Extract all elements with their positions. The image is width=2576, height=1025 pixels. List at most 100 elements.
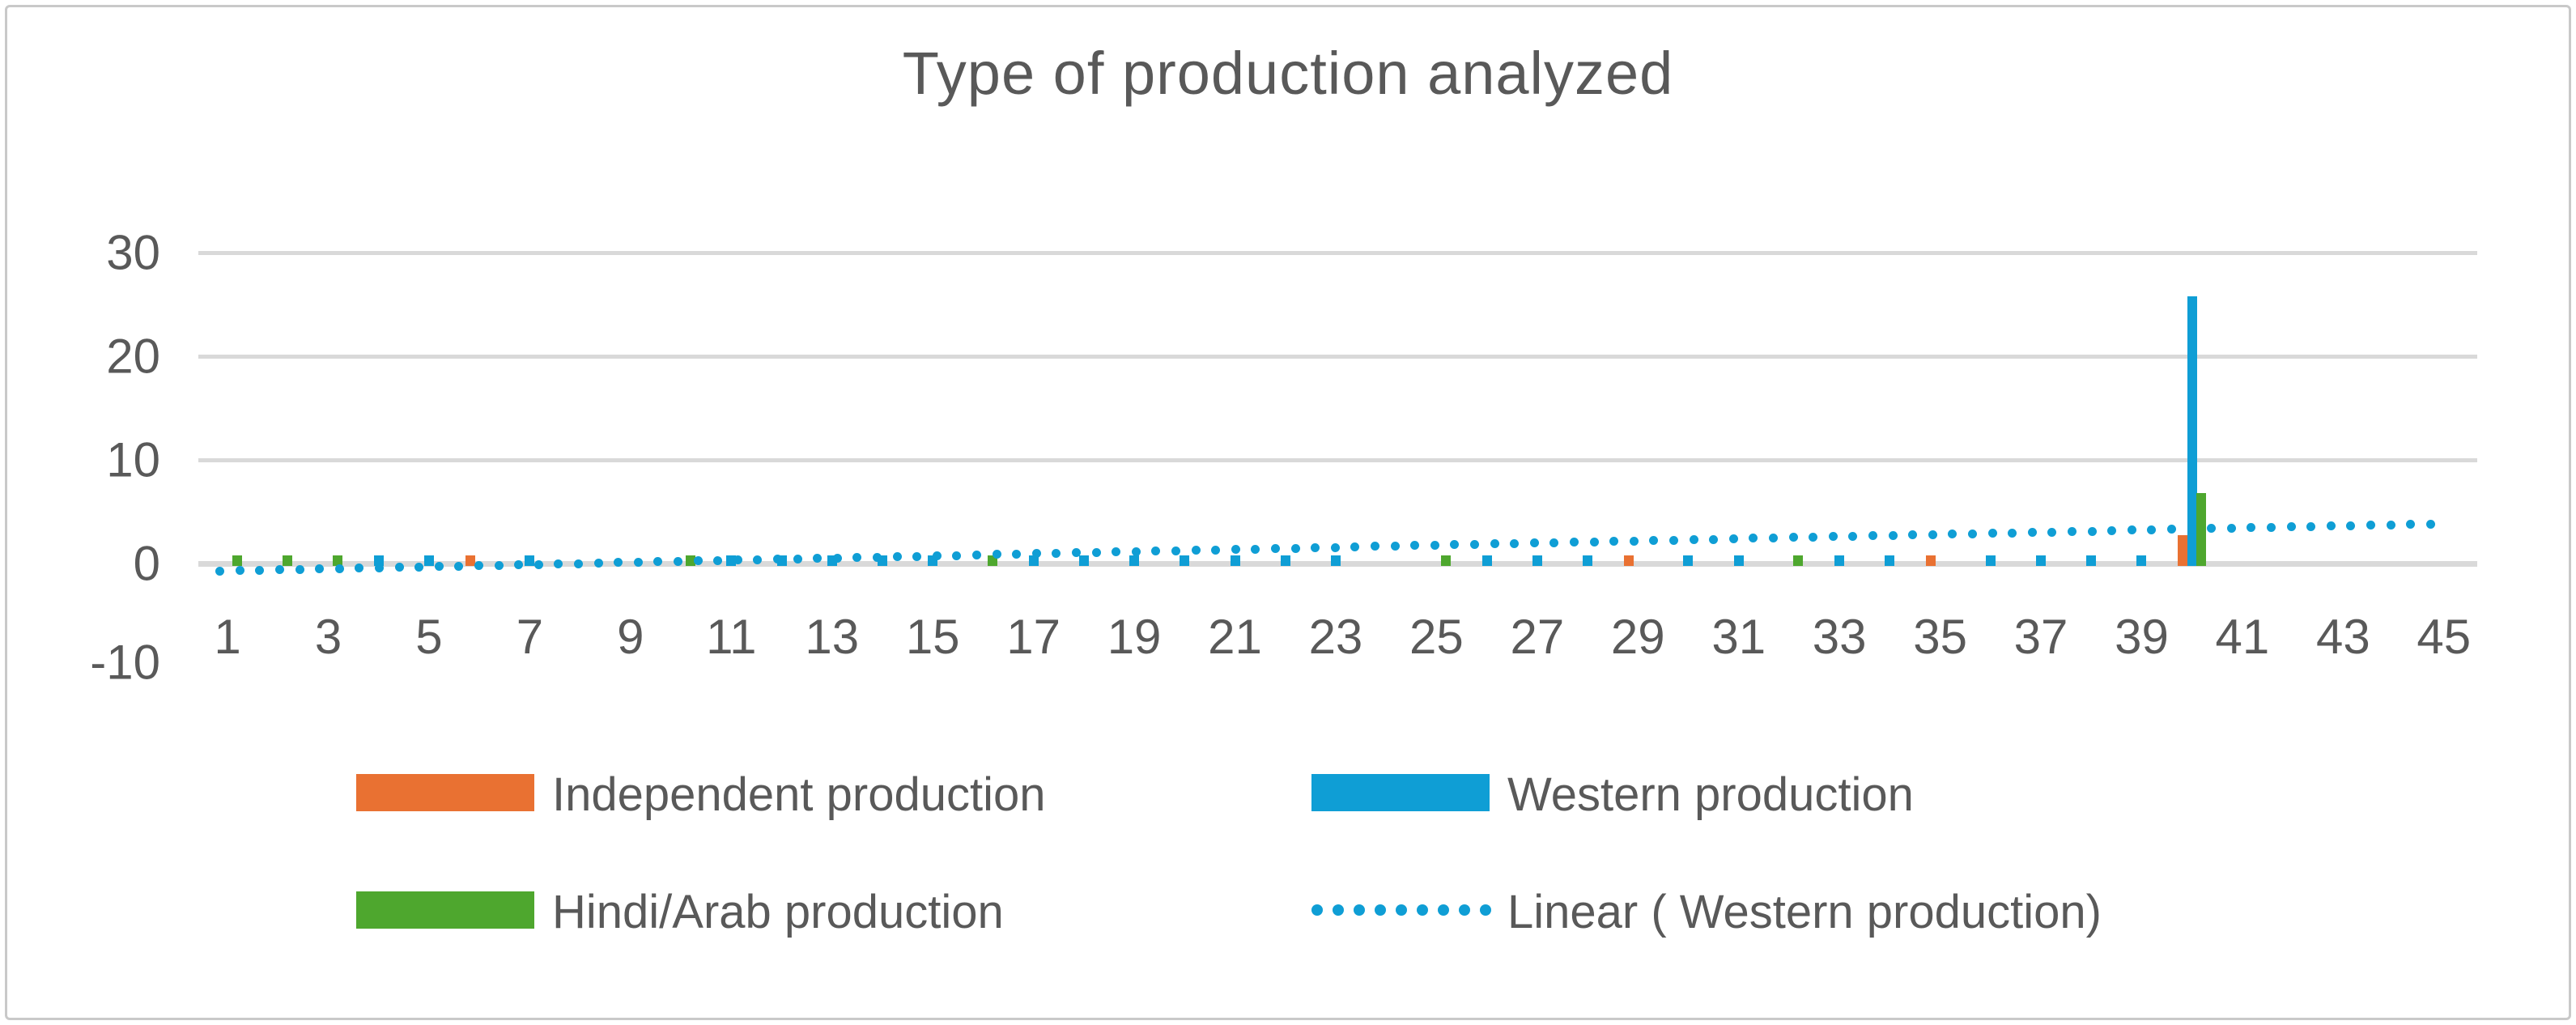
x-tick-label: 7: [516, 610, 544, 664]
bar-hindi-arab-production: [2196, 493, 2207, 566]
x-tick-label: 15: [905, 610, 960, 664]
x-tick-label: 33: [1812, 610, 1867, 664]
x-tick-label: 3: [314, 610, 342, 664]
trendline-dot: [1908, 530, 1918, 540]
bar-hindi-arab-production: [232, 555, 242, 566]
trendline-dot: [1052, 548, 1061, 558]
trendline-dot: [2107, 525, 2117, 535]
trendline-dot: [793, 554, 802, 564]
trendline-dot: [1928, 530, 1937, 539]
legend-label-independent-production: Independent production: [552, 768, 1046, 821]
trendline-dot: [2286, 522, 2296, 532]
gridline: [198, 251, 2477, 255]
trendline-dot: [633, 557, 643, 567]
trendline-dot: [992, 550, 1001, 559]
trendline-dot: [912, 551, 922, 561]
trendline-dot: [1749, 534, 1758, 543]
trendline-dot: [2068, 527, 2077, 537]
trendline-dot: [2386, 520, 2395, 530]
trendline-dot: [1510, 538, 1520, 548]
trendline-dot: [554, 559, 563, 569]
trendline-dot: [1251, 544, 1260, 554]
trendline-dot: [2008, 528, 2017, 538]
trendline-dot: [674, 556, 683, 566]
bar-western-production: [2136, 555, 2147, 566]
legend-trendline-dot: [1438, 904, 1449, 916]
x-tick-label: 37: [2013, 610, 2068, 664]
y-tick-label: -10: [90, 635, 160, 690]
bar-western-production: [1583, 555, 1593, 566]
trendline-dot: [1350, 542, 1360, 551]
trendline-dot: [832, 553, 842, 563]
trendline-dot: [1311, 543, 1320, 553]
trendline-dot: [1529, 538, 1539, 548]
bar-western-production: [1683, 555, 1694, 566]
trendline-dot: [2127, 525, 2136, 535]
trendline-dot: [2346, 521, 2356, 530]
x-tick-label: 29: [1610, 610, 1665, 664]
bar-western-production: [1028, 555, 1039, 566]
bar-western-production: [1129, 555, 1140, 566]
trendline-dot: [275, 565, 285, 575]
trendline-dot: [1828, 532, 1838, 542]
trendline-dot: [1549, 538, 1559, 547]
trendline-dot: [1848, 531, 1858, 541]
bar-independent-production: [1623, 555, 1634, 566]
bar-hindi-arab-production: [685, 555, 695, 566]
trendline-dot: [1809, 532, 1818, 542]
trendline-dot: [1868, 531, 1878, 541]
gridline: [198, 458, 2477, 462]
trendline-dot: [593, 558, 603, 568]
trendline-dot: [215, 566, 225, 576]
legend-trendline-dot: [1459, 904, 1470, 916]
trendline-dot: [1191, 546, 1201, 555]
trendline-dot: [873, 552, 882, 562]
legend-swatch-independent-production: [356, 774, 534, 811]
bar-western-production: [2086, 555, 2097, 566]
trendline-dot: [1888, 530, 1898, 540]
gridline: [198, 355, 2477, 359]
trendline-dot: [1410, 541, 1420, 551]
trendline-dot: [1788, 533, 1798, 542]
y-tick-label: 0: [133, 536, 160, 591]
trendline-dot: [2306, 521, 2316, 531]
y-tick-label: 10: [106, 432, 160, 487]
trendline-dot: [235, 566, 244, 576]
bar-western-production: [1834, 555, 1845, 566]
trendline-dot: [1968, 529, 1978, 538]
trendline-dot: [1609, 537, 1619, 547]
trendline-dot: [334, 564, 344, 573]
trendline-dot: [1271, 544, 1281, 554]
legend-trendline-dot: [1396, 904, 1407, 916]
bar-independent-production: [1926, 555, 1936, 566]
trendline-dot: [1290, 543, 1300, 553]
y-tick-label: 20: [106, 329, 160, 384]
bar-western-production: [1733, 555, 1744, 566]
x-tick-label: 1: [214, 610, 241, 664]
trendline-dot: [2167, 525, 2177, 534]
chart-title: Type of production analyzed: [902, 40, 1674, 107]
trendline-dot: [1450, 540, 1460, 550]
trendline-dot: [2047, 527, 2057, 537]
trendline-dot: [1987, 529, 1997, 538]
bar-western-production: [1078, 555, 1089, 566]
trendline-dot: [813, 554, 823, 564]
trendline-dot: [394, 563, 404, 572]
bar-western-production: [1230, 555, 1240, 566]
x-tick-label: 9: [617, 610, 644, 664]
trendline-dot: [1171, 546, 1181, 555]
trendline-dot: [713, 555, 723, 565]
x-tick-label: 41: [2215, 610, 2270, 664]
trendline-dot: [1371, 542, 1380, 551]
legend-trendline-dot: [1417, 904, 1428, 916]
trendline-dot: [2366, 521, 2376, 530]
chart-frame: [5, 5, 2571, 1020]
trendline-dot: [514, 560, 524, 570]
legend-trendline-dot: [1480, 904, 1491, 916]
trendline-dot: [295, 564, 304, 574]
trendline-dot: [2406, 520, 2416, 530]
trendline-dot: [1669, 535, 1679, 545]
trendline-dot: [2267, 522, 2276, 532]
bar-hindi-arab-production: [333, 555, 343, 566]
trendline-dot: [2087, 526, 2097, 536]
